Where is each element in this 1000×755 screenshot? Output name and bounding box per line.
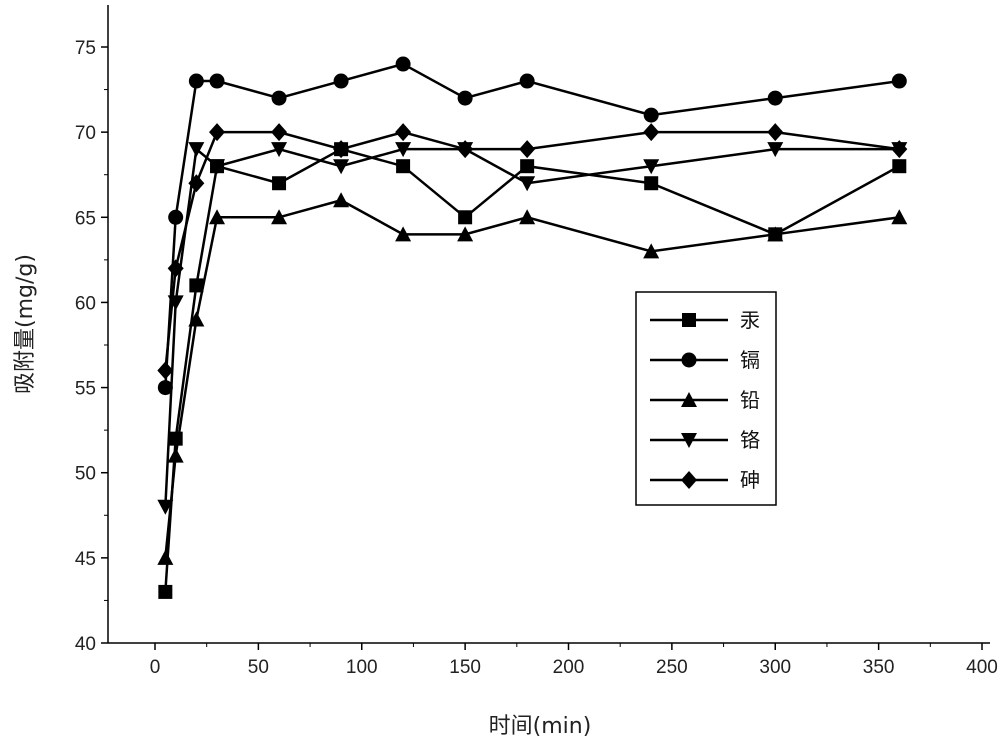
x-tick-label: 150 [449,657,481,678]
legend-label: 镉 [740,348,760,372]
x-tick-label: 0 [150,657,161,678]
y-tick-label: 60 [75,293,96,314]
y-tick-label: 75 [75,38,96,59]
circle-marker [891,73,907,89]
series-group [157,56,908,599]
triangle-up-marker [681,392,697,407]
diamond-marker [157,361,174,380]
series-0 [158,142,907,599]
y-tick-label: 50 [75,464,96,485]
diamond-marker [167,259,184,278]
series-line [164,146,900,507]
y-tick-label: 70 [75,123,96,144]
series-2 [157,192,908,565]
circle-marker [333,73,349,89]
x-tick-label: 300 [759,657,791,678]
square-marker [682,313,696,327]
triangle-down-marker [188,142,205,158]
triangle-up-marker [209,209,226,225]
square-marker [892,159,907,174]
diamond-marker [271,123,288,142]
triangle-up-marker [891,209,908,225]
triangle-up-marker [333,192,350,208]
y-axis-label: 吸附量(mg/g) [13,254,38,394]
diamond-marker [457,140,474,159]
legend-label: 汞 [740,308,760,332]
diamond-marker [767,123,784,142]
square-marker [644,176,659,191]
triangle-down-marker [519,176,536,192]
triangle-up-marker [643,243,660,259]
triangle-down-marker [271,142,288,158]
x-axis-label: 时间(min) [489,714,592,739]
y-tick-label: 55 [75,379,96,400]
triangle-up-marker [457,226,474,242]
triangle-up-marker [395,226,412,242]
axes: 40 45 50 55 60 65 70 75 0 50 100 150 200 250 300 350 400 [75,5,998,678]
circle-marker [395,56,411,72]
square-marker [396,159,411,174]
series-4 [157,123,908,380]
triangle-up-marker [157,549,174,565]
square-marker [189,278,204,293]
triangle-down-marker [681,433,697,448]
circle-marker [271,90,287,106]
square-marker [272,176,287,191]
y-tick-label: 45 [75,549,96,570]
series-line [164,62,900,388]
circle-marker [209,73,225,89]
legend-label: 砷 [740,468,760,492]
triangle-up-marker [271,209,288,225]
x-tick-label: 350 [863,657,895,678]
triangle-down-marker [157,499,174,515]
diamond-marker [333,140,350,159]
square-marker [520,159,535,174]
diamond-marker [681,471,697,489]
legend-label: 铬 [740,428,760,452]
x-tick-label: 200 [553,657,585,678]
square-marker [458,210,473,225]
circle-marker [168,209,184,225]
circle-marker [681,352,697,368]
circle-marker [457,90,473,106]
square-marker [168,431,183,446]
x-tick-label: 400 [966,657,998,678]
triangle-up-marker [167,447,184,463]
circle-marker [519,73,535,89]
triangle-up-marker [188,311,205,327]
x-tick-label: 250 [656,657,688,678]
legend-label: 铅 [740,388,760,412]
circle-marker [643,107,659,123]
triangle-up-marker [519,209,536,225]
diamond-marker [519,140,536,159]
legend-box [635,291,777,506]
diamond-marker [643,123,660,142]
x-tick-label: 100 [346,657,378,678]
diamond-marker [209,123,226,142]
triangle-down-marker [643,159,660,175]
circle-marker [188,73,204,89]
triangle-down-marker [395,142,412,158]
triangle-up-marker [767,226,784,242]
series-line [164,130,900,371]
diamond-marker [395,123,412,142]
series-line [164,147,900,592]
triangle-down-marker [209,159,226,175]
x-tick-label: 50 [248,657,269,678]
triangle-down-marker [767,142,784,158]
diamond-marker [891,140,908,159]
series-line [164,198,900,558]
circle-marker [157,380,173,396]
diamond-marker [188,174,205,193]
circle-marker [767,90,783,106]
y-tick-label: 40 [75,634,96,655]
series-1 [157,56,907,396]
square-marker [158,584,173,599]
series-3 [157,142,908,515]
triangle-down-marker [333,159,350,175]
y-tick-label: 65 [75,208,96,229]
